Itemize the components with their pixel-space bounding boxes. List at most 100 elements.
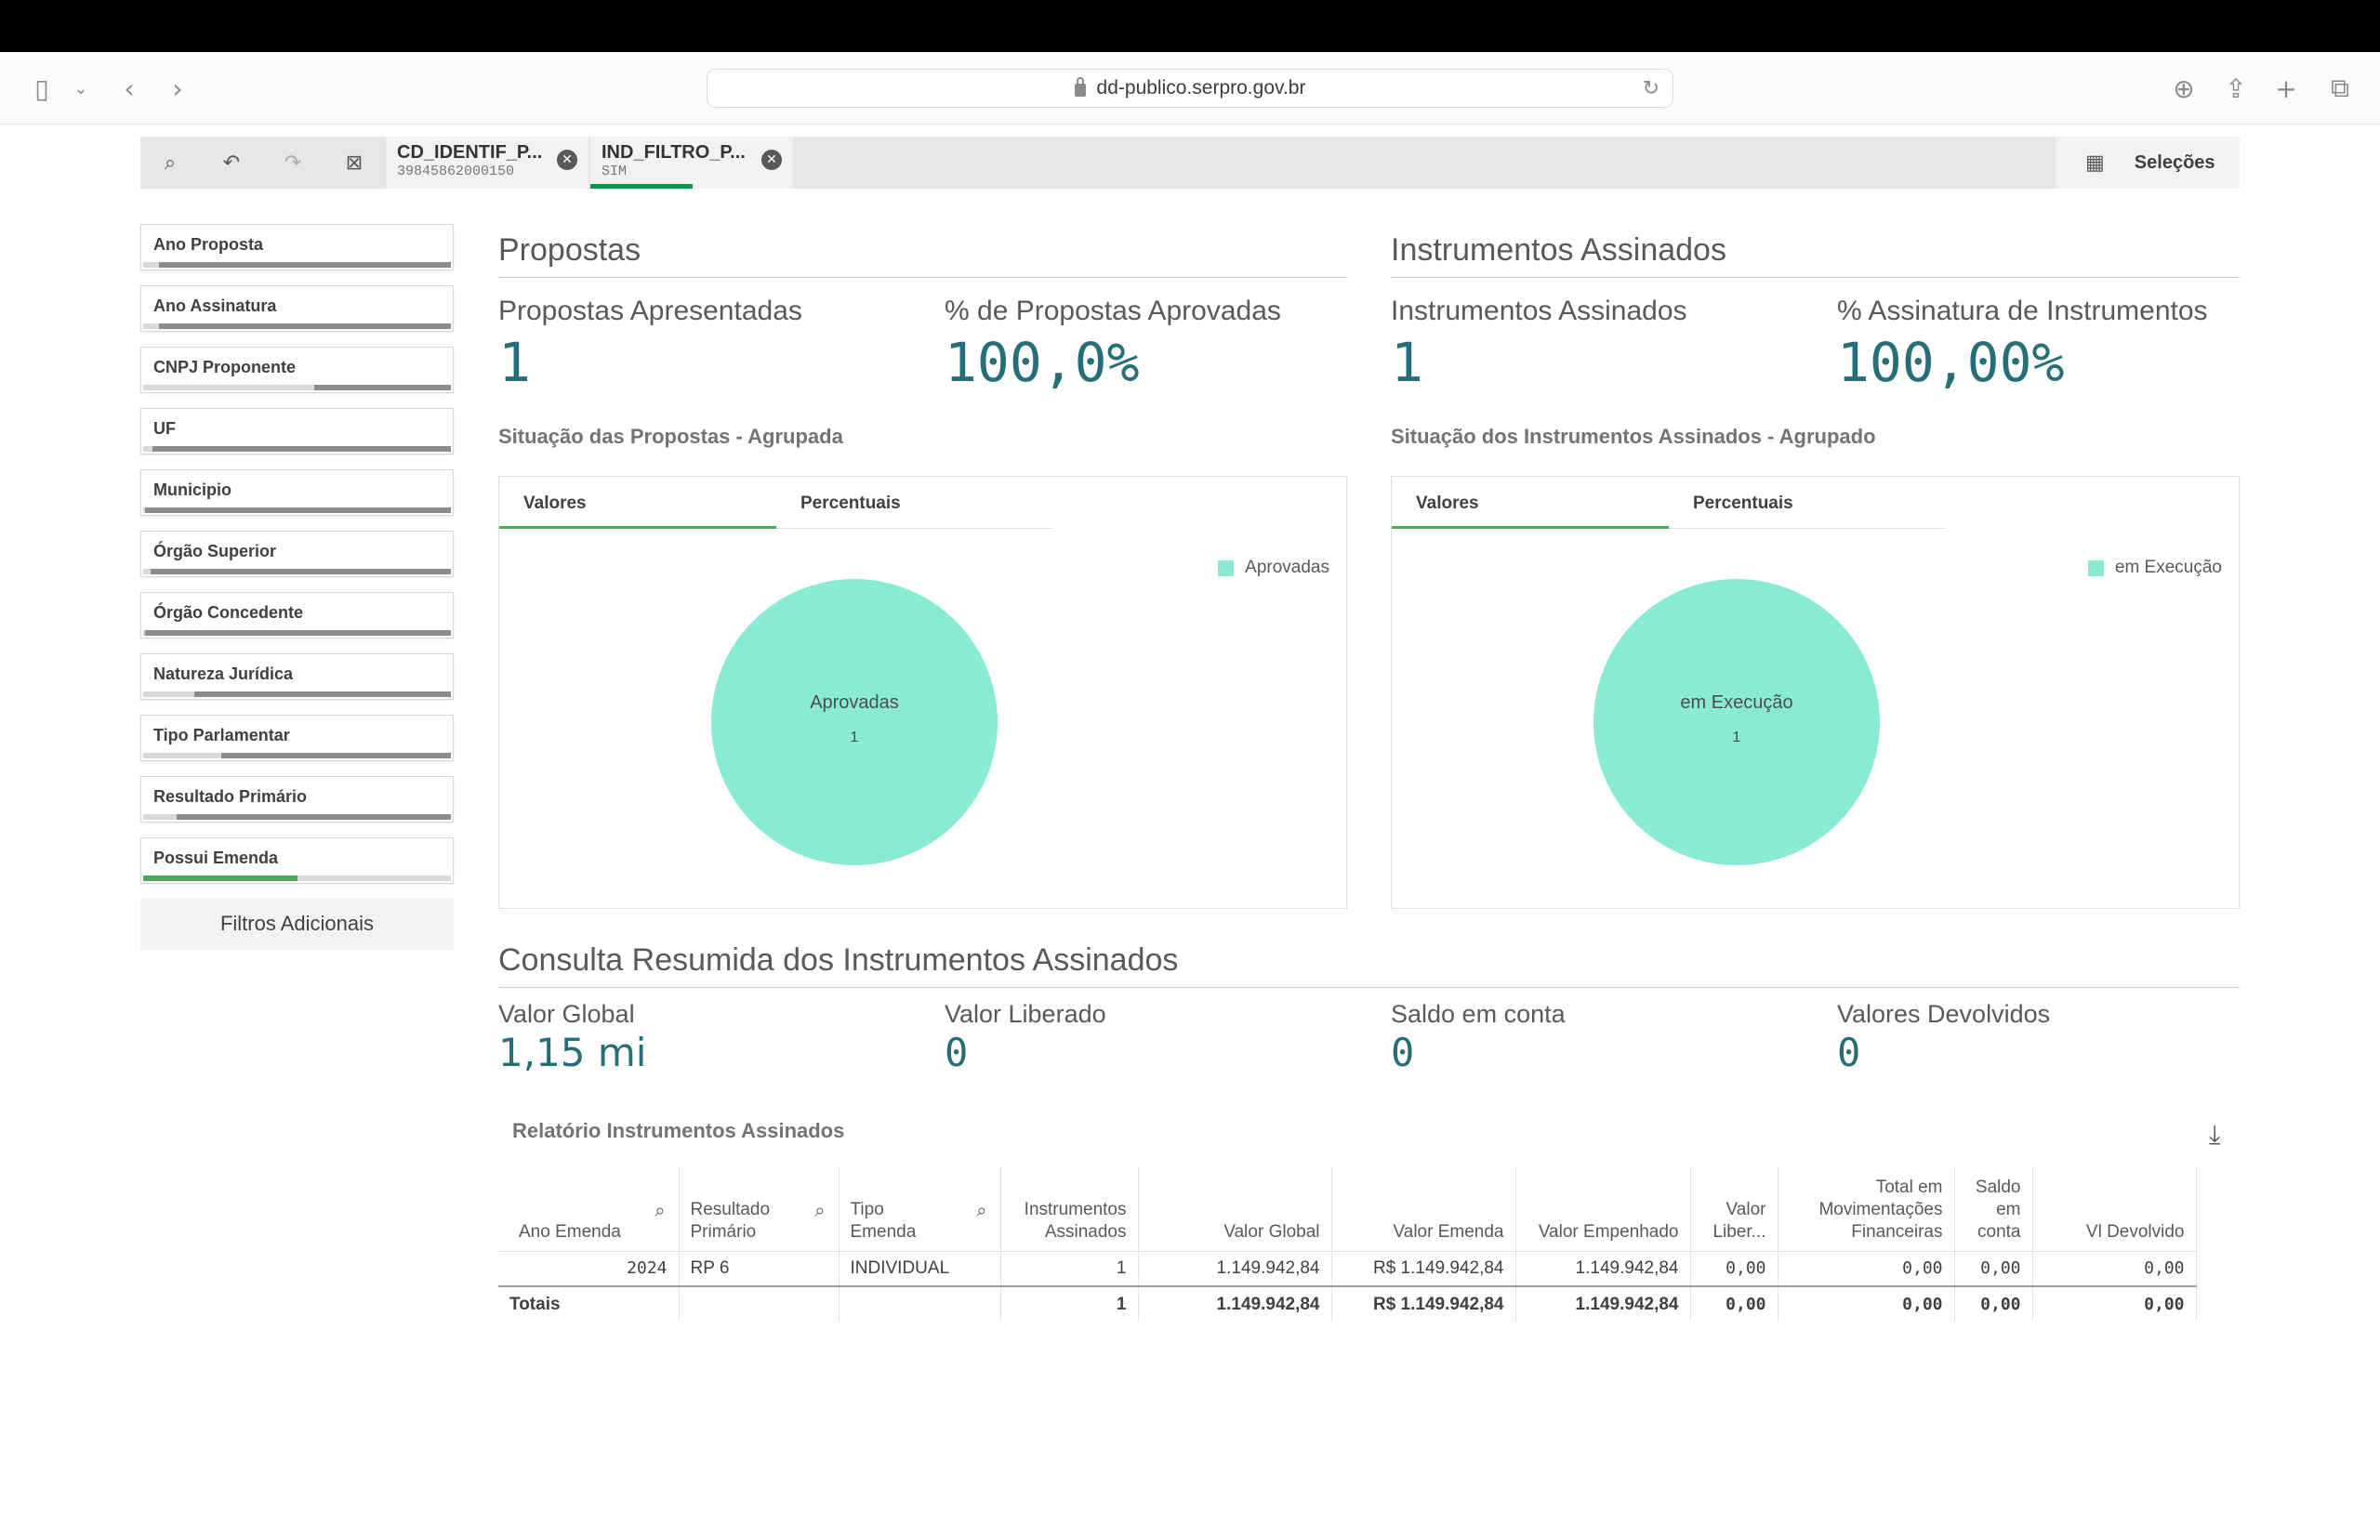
kpi-label: Valor Liberado — [945, 1000, 1106, 1028]
filter-bar — [143, 630, 451, 636]
col-header-resultado-primario[interactable]: Resultado Primário ⌕ — [679, 1167, 840, 1251]
filter-possui-emenda[interactable]: Possui Emenda — [140, 837, 454, 884]
clear-selections-icon[interactable]: ⊠ — [345, 151, 364, 175]
chip-title: CD_IDENTIF_P... — [397, 142, 543, 163]
filter-uf[interactable]: UF — [140, 408, 454, 454]
forward-icon[interactable]: › — [172, 72, 183, 104]
cell-valor-emenda: R$ 1.149.942,84 — [1331, 1250, 1516, 1286]
cell-total-movimentacoes: 0,00 — [1778, 1250, 1955, 1286]
filter-cnpj-proponente[interactable]: CNPJ Proponente — [140, 347, 454, 393]
filter-resultado-primario[interactable]: Resultado Primário — [140, 776, 454, 823]
pie-slice-aprovadas[interactable]: Aprovadas 1 — [711, 579, 998, 865]
filter-natureza-juridica[interactable]: Natureza Jurídica — [140, 653, 454, 700]
filter-municipio[interactable]: Municipio — [140, 469, 454, 516]
share-icon[interactable]: ⇪ — [2225, 72, 2247, 104]
slice-value: 1 — [850, 730, 859, 745]
filter-label: CNPJ Proponente — [153, 358, 297, 376]
search-icon[interactable]: ⌕ — [976, 1199, 987, 1221]
additional-filters-button[interactable]: Filtros Adicionais — [140, 898, 454, 950]
url-text: dd-publico.serpro.gov.br — [1096, 77, 1306, 99]
col-header-saldo-em-conta[interactable]: Saldo em conta — [1954, 1167, 2033, 1251]
header-label: Instrumentos Assinados — [1024, 1199, 1127, 1242]
filter-orgao-concedente[interactable]: Órgão Concedente — [140, 592, 454, 638]
kpi-value: 1 — [498, 331, 531, 394]
tab-percentuais[interactable]: Percentuais — [776, 477, 1053, 529]
kpi-value: 1,15 mi — [498, 1030, 647, 1075]
download-icon[interactable]: ⤓ — [2209, 1119, 2221, 1150]
totals-row: Totais 1 1.149.942,84 R$ 1.149.942,84 1.… — [498, 1285, 2197, 1322]
chart-legend[interactable]: em Execução — [2087, 558, 2222, 578]
filter-ano-proposta[interactable]: Ano Proposta — [140, 224, 454, 270]
search-icon[interactable]: ⌕ — [814, 1199, 826, 1221]
header-label: Saldo em conta — [1975, 1177, 2021, 1242]
total-movimentacoes: 0,00 — [1778, 1285, 1955, 1322]
total-valor-empenhado: 1.149.942,84 — [1515, 1285, 1691, 1322]
selections-bar: ⌕ ↶ ↷ ⊠ CD_IDENTIF_P... 39845862000150 ✕… — [140, 137, 2240, 189]
filter-bar-selected — [143, 507, 145, 513]
chevron-down-icon[interactable]: ⌄ — [73, 78, 88, 99]
selection-chip-ind-filtro[interactable]: IND_FILTRO_P... SIM ✕ — [590, 137, 793, 189]
tab-percentuais[interactable]: Percentuais — [1669, 477, 1946, 529]
screen-top-bar — [0, 0, 2380, 52]
col-header-tipo-emenda[interactable]: Tipo Emenda ⌕ — [839, 1167, 1001, 1251]
divider — [498, 987, 2240, 988]
filter-label: UF — [153, 419, 176, 438]
tab-valores[interactable]: Valores — [499, 477, 776, 529]
chip-value: 39845862000150 — [397, 164, 515, 179]
header-label: Valor Emenda — [1393, 1221, 1504, 1242]
col-header-valor-empenhado[interactable]: Valor Empenhado — [1515, 1167, 1691, 1251]
filter-ano-assinatura[interactable]: Ano Assinatura — [140, 285, 454, 332]
legend-label: Aprovadas — [1245, 558, 1329, 577]
step-forward-icon[interactable]: ↷ — [284, 151, 302, 175]
col-header-instrumentos-assinados[interactable]: Instrumentos Assinados — [1000, 1167, 1139, 1251]
sidebar-toggle-icon[interactable]: ▯ — [34, 72, 49, 104]
report-table: Ano Emenda ⌕ Resultado Primário ⌕ Tipo Eme… — [498, 1167, 2197, 1322]
close-icon[interactable]: ✕ — [557, 150, 577, 170]
filter-bar — [143, 753, 451, 758]
selections-button[interactable]: ▦ Seleções — [2056, 137, 2240, 189]
kpi-value: 0 — [1391, 1030, 1415, 1075]
header-label: Valor Global — [1223, 1221, 1320, 1242]
address-bar[interactable]: dd-publico.serpro.gov.br ↻ — [707, 69, 1673, 108]
chart-legend[interactable]: Aprovadas — [1218, 558, 1329, 578]
col-header-valor-liberado[interactable]: Valor Liber... — [1690, 1167, 1778, 1251]
kpi-label: Propostas Apresentadas — [498, 296, 802, 326]
filter-bar-selected — [143, 691, 194, 697]
divider — [1391, 277, 2240, 278]
download-icon[interactable]: ⊕ — [2173, 72, 2195, 104]
tab-valores[interactable]: Valores — [1392, 477, 1669, 529]
header-label: Ano Emenda — [519, 1221, 621, 1242]
filter-bar-selected — [143, 569, 151, 574]
filter-label: Órgão Concedente — [153, 603, 304, 622]
search-icon[interactable]: ⌕ — [654, 1199, 666, 1221]
chart-title: Situação das Propostas - Agrupada — [498, 425, 843, 448]
close-icon[interactable]: ✕ — [761, 150, 782, 170]
filter-bar-selected — [143, 262, 159, 268]
filter-orgao-superior[interactable]: Órgão Superior — [140, 531, 454, 577]
filter-bar — [143, 323, 451, 329]
pie-slice-em-execucao[interactable]: em Execução 1 — [1593, 579, 1880, 865]
tabs-overview-icon[interactable]: ⧉ — [2331, 72, 2349, 103]
back-icon[interactable]: ‹ — [124, 72, 135, 104]
divider — [498, 277, 1347, 278]
kpi-value: 0 — [1837, 1030, 1861, 1075]
step-back-icon[interactable]: ↶ — [222, 151, 241, 175]
col-header-ano-emenda[interactable]: Ano Emenda ⌕ — [498, 1167, 680, 1251]
filter-tipo-parlamentar[interactable]: Tipo Parlamentar — [140, 715, 454, 761]
empty-cell — [839, 1285, 1001, 1322]
new-tab-icon[interactable]: + — [2275, 72, 2297, 104]
selection-chip-cd-identif[interactable]: CD_IDENTIF_P... 39845862000150 ✕ — [386, 137, 588, 189]
filter-bar — [143, 814, 451, 820]
col-header-valor-global[interactable]: Valor Global — [1138, 1167, 1332, 1251]
selections-tool-icon[interactable]: ⌕ — [164, 151, 177, 175]
kpi-value: 100,00% — [1837, 331, 2065, 394]
reload-icon[interactable]: ↻ — [1642, 77, 1659, 100]
chip-title: IND_FILTRO_P... — [602, 142, 746, 163]
table-row[interactable]: 2024 RP 6 INDIVIDUAL 1 1.149.942,84 R$ 1… — [498, 1250, 2197, 1286]
col-header-valor-emenda[interactable]: Valor Emenda — [1331, 1167, 1516, 1251]
col-header-total-movimentacoes[interactable]: Total em Movimentações Financeiras — [1778, 1167, 1955, 1251]
col-header-vl-devolvido[interactable]: Vl Devolvido — [2032, 1167, 2197, 1251]
filter-label: Tipo Parlamentar — [153, 726, 290, 744]
empty-cell — [679, 1285, 840, 1322]
instrumentos-heading: Instrumentos Assinados — [1391, 232, 1726, 268]
